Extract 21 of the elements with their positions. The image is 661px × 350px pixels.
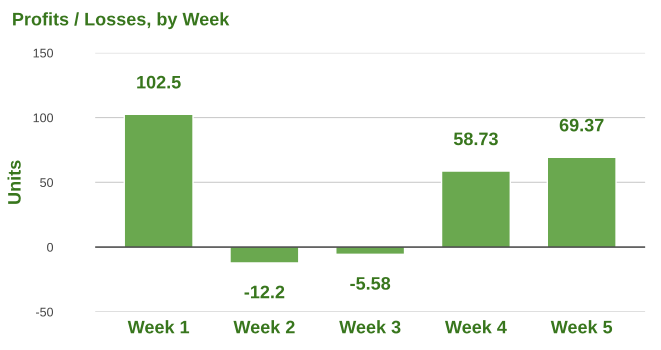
bar xyxy=(440,170,511,248)
y-axis-title: Units xyxy=(8,160,21,204)
data-label: -5.58 xyxy=(350,277,390,290)
y-tick-label: 0 xyxy=(47,242,54,252)
chart-title: Profits / Losses, by Week xyxy=(13,12,230,30)
x-tick-label: Week 2 xyxy=(233,320,295,334)
bar xyxy=(229,246,300,264)
x-tick-label: Week 4 xyxy=(444,320,507,334)
x-tick-label: Week 1 xyxy=(128,320,190,334)
data-label: 58.73 xyxy=(454,132,498,146)
y-tick-label: 50 xyxy=(40,178,54,187)
data-label: 102.5 xyxy=(137,76,181,89)
data-label: -12.2 xyxy=(244,286,284,298)
y-tick-label: 100 xyxy=(34,113,54,122)
y-tick-label: 150 xyxy=(34,48,54,58)
y-tick-label: -50 xyxy=(36,308,54,316)
data-label: 69.37 xyxy=(560,118,604,132)
bar xyxy=(546,156,617,248)
x-tick-label: Week 5 xyxy=(550,320,612,334)
bar xyxy=(124,114,194,248)
x-tick-label: Week 3 xyxy=(339,320,400,334)
